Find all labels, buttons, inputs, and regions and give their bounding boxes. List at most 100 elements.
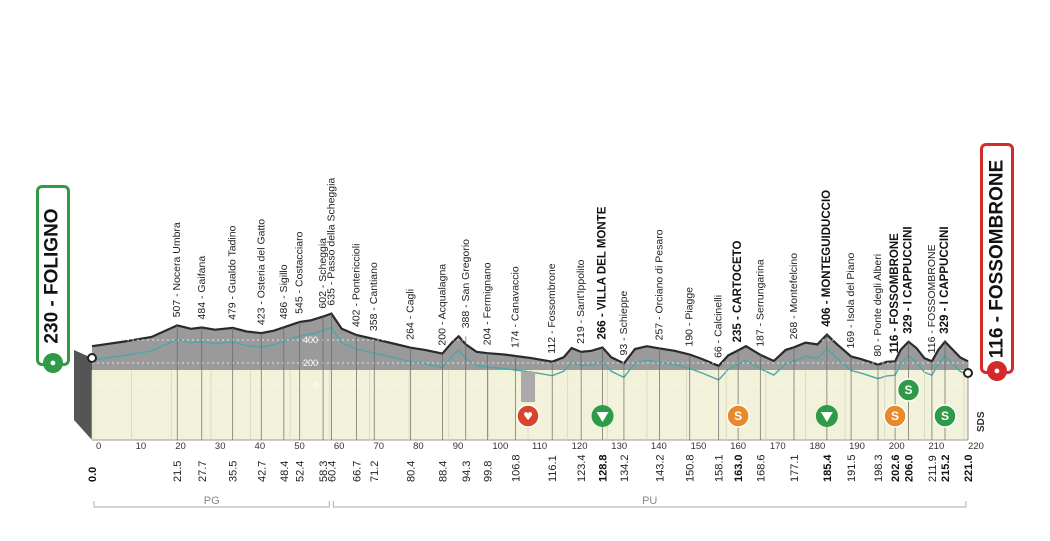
waypoint-label: 388 - San Gregorio bbox=[460, 239, 472, 328]
waypoint-km-label: 48.4 bbox=[279, 461, 291, 482]
km-tick-label: 0 bbox=[96, 441, 101, 452]
gpm-triangle-icon bbox=[820, 412, 833, 422]
waypoint-km-label: 198.3 bbox=[873, 454, 885, 482]
waypoint-label: 204 - Fermignano bbox=[482, 262, 494, 345]
waypoint-km-label: 58.3 bbox=[318, 461, 330, 482]
km-tick-label: 170 bbox=[770, 441, 786, 452]
waypoint-km-label: 66.7 bbox=[351, 461, 363, 482]
km-tick-label: 140 bbox=[651, 441, 667, 452]
sprint-s-icon: S bbox=[891, 409, 899, 423]
waypoint-label: 358 - Cantiano bbox=[368, 262, 380, 331]
waypoint-label: 406 - MONTEGUIDUCCIO bbox=[821, 190, 833, 327]
sprint-badge bbox=[883, 404, 907, 428]
finish-dot bbox=[963, 368, 973, 378]
waypoint-km-label: 80.4 bbox=[406, 461, 418, 482]
km-tick-label: 70 bbox=[373, 441, 384, 452]
waypoint-km-label: 116.1 bbox=[547, 455, 559, 482]
relief-area bbox=[92, 313, 968, 370]
start-dot bbox=[87, 353, 97, 363]
waypoint-label: 402 - Pontericcioli bbox=[350, 244, 362, 327]
waypoint-km-label: 221.0 bbox=[963, 454, 975, 482]
km-tick-label: 190 bbox=[849, 441, 865, 452]
region-label: PU bbox=[642, 495, 657, 507]
km-tick-label: 80 bbox=[413, 441, 424, 452]
waypoint-label: 264 - Cagli bbox=[405, 289, 417, 340]
waypoint-km-label: 88.4 bbox=[437, 461, 449, 482]
waypoint-km-label: 185.4 bbox=[822, 454, 834, 482]
waypoint-km-label: 215.2 bbox=[940, 454, 952, 482]
waypoint-label: 116 - FOSSOMBRONE bbox=[926, 244, 938, 353]
km-tick-label: 220 bbox=[968, 441, 984, 452]
ridge-line bbox=[91, 312, 969, 368]
waypoint-km-label: 206.0 bbox=[904, 454, 916, 482]
waypoint-label: 66 - Calcinelli bbox=[713, 295, 725, 358]
km-tick-label: 160 bbox=[730, 441, 746, 452]
waypoint-label: 423 - Osteria del Gatto bbox=[255, 219, 267, 325]
km-tick-label: 10 bbox=[136, 441, 147, 452]
km-tick-label: 50 bbox=[294, 441, 305, 452]
gpm-triangle-icon bbox=[596, 412, 609, 422]
start-badge: 230 - FOLIGNO ● bbox=[36, 185, 70, 373]
km-tick-label: 120 bbox=[572, 441, 588, 452]
feed-zone-icon bbox=[516, 404, 540, 428]
bicycle-icon: ● bbox=[43, 353, 63, 373]
finish-label: 116 - FOSSOMBRONE bbox=[986, 159, 1007, 358]
waypoint-label: 190 - Piagge bbox=[684, 287, 696, 347]
waypoint-label: 268 - Montefelcino bbox=[788, 253, 800, 340]
sprint-badge bbox=[726, 404, 750, 428]
waypoint-label: 80 - Ponte degli Alberi bbox=[872, 254, 884, 357]
finish-badge: 116 - FOSSOMBRONE ● bbox=[980, 143, 1014, 381]
waypoint-km-label: 94.3 bbox=[461, 461, 473, 482]
waypoint-label: 174 - Canavaccio bbox=[509, 266, 521, 348]
waypoint-label: 329 - I CAPPUCCINI bbox=[939, 226, 951, 333]
waypoint-km-label: 123.4 bbox=[576, 454, 588, 482]
waypoint-label: 486 - Sigillo bbox=[278, 264, 290, 319]
sprint-s-icon: S bbox=[734, 409, 742, 423]
waypoint-label: 116 - FOSSOMBRONE bbox=[889, 233, 901, 353]
waypoint-label: 235 - CARTOCETO bbox=[732, 241, 744, 343]
gpm-s-icon: S bbox=[905, 383, 913, 397]
km-tick-label: 110 bbox=[532, 441, 547, 452]
waypoint-km-label: 158.1 bbox=[714, 454, 726, 482]
waypoint-km-label: 177.1 bbox=[789, 454, 801, 482]
waypoint-km-label: 35.5 bbox=[228, 461, 240, 482]
waypoint-km-label: 99.8 bbox=[483, 461, 495, 482]
waypoint-label: 545 - Costacciaro bbox=[294, 231, 306, 313]
gpm-s-badge bbox=[896, 378, 921, 402]
km-tick-label: 210 bbox=[928, 441, 944, 452]
km-tick-label: 40 bbox=[255, 441, 266, 452]
waypoint-km-label: 150.8 bbox=[685, 454, 697, 482]
waypoint-km-label: 106.8 bbox=[510, 454, 522, 482]
gpm-s-badge bbox=[933, 404, 957, 428]
km-tick-label: 20 bbox=[175, 441, 186, 452]
waypoint-label: 484 - Gaifana bbox=[196, 256, 208, 320]
waypoint-label: 169 - Isola del Piano bbox=[845, 253, 857, 349]
altitude-tick-label: 200 bbox=[303, 358, 318, 368]
km-tick-label: 200 bbox=[889, 441, 905, 452]
sds-label: SDS bbox=[976, 411, 987, 432]
waypoint-km-label: 27.7 bbox=[197, 461, 209, 482]
waypoint-km-label: 143.2 bbox=[655, 454, 667, 482]
profile-wall bbox=[74, 350, 92, 440]
start-km-label: 0.0 bbox=[87, 467, 99, 482]
km-tick-label: 100 bbox=[492, 441, 508, 452]
km-tick-label: 60 bbox=[334, 441, 345, 452]
km-tick-label: 150 bbox=[691, 441, 707, 452]
waypoint-label: 329 - I CAPPUCCINI bbox=[903, 226, 915, 333]
road-line bbox=[91, 326, 969, 381]
km-tick-label: 130 bbox=[611, 441, 627, 452]
waypoint-label: 93 - Schieppe bbox=[618, 290, 630, 355]
waypoint-km-label: 60.4 bbox=[326, 461, 338, 482]
waypoint-km-label: 71.2 bbox=[369, 461, 381, 482]
bicycle-icon: ● bbox=[987, 361, 1007, 381]
waypoint-label: 507 - Nocera Umbra bbox=[171, 222, 183, 317]
waypoint-label: 219 - Sant'Ippolito bbox=[575, 259, 587, 343]
start-label: 230 - FOLIGNO bbox=[42, 207, 64, 344]
waypoint-label: 602 - Scheggia bbox=[317, 238, 329, 309]
waypoint-km-label: 163.0 bbox=[733, 454, 745, 482]
gpm-s-icon: S bbox=[941, 409, 949, 423]
waypoint-km-label: 202.6 bbox=[890, 454, 902, 482]
altitude-tick-label: 0 bbox=[313, 381, 318, 391]
km-tick-label: 180 bbox=[809, 441, 825, 452]
